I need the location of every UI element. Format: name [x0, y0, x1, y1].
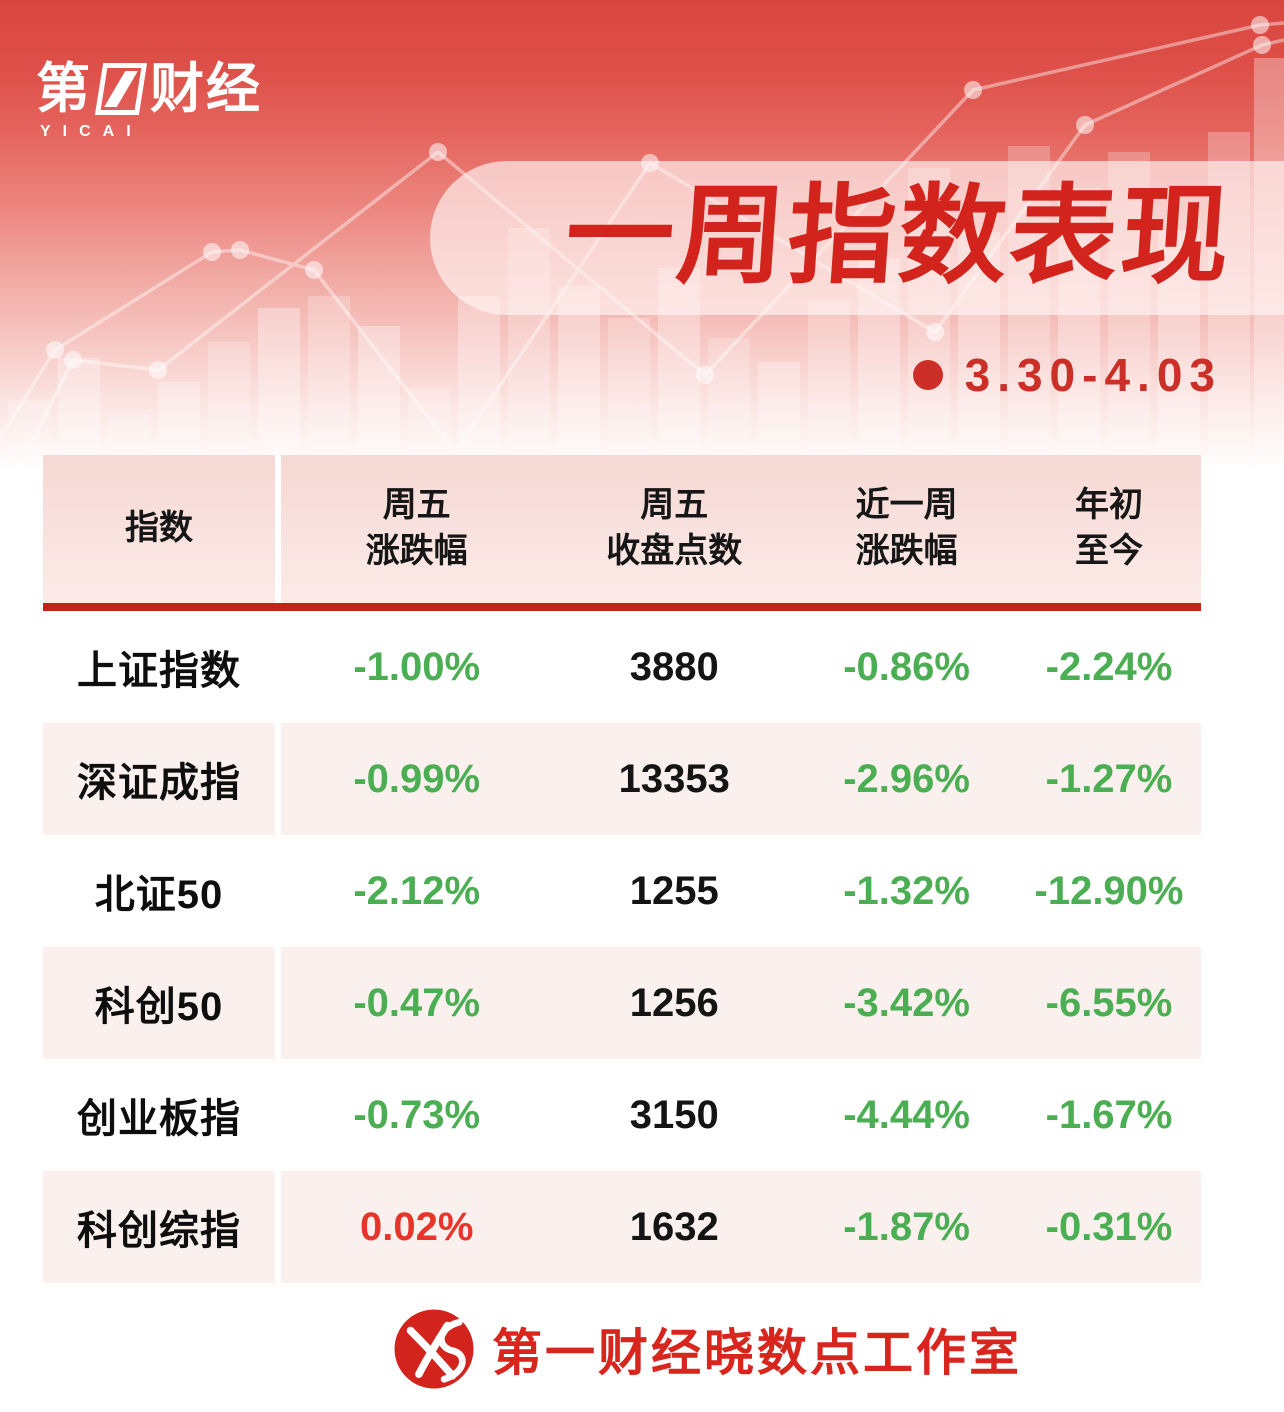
index-name: 创业板指	[77, 1097, 241, 1141]
studio-logo-icon	[394, 1309, 474, 1389]
column-header-0: 指数	[43, 455, 275, 603]
studio-name: 第一财经晓数点工作室	[492, 1325, 1022, 1381]
column-header-4: 年初 至今	[1017, 455, 1201, 603]
index-name: 上证指数	[77, 649, 241, 693]
value-cell: -3.42%	[796, 947, 1017, 1059]
index-table: 指数 周五 涨跌幅 周五 收盘点数 近一周 涨跌幅 年初 至今 上证指数 -1.00% 38…	[43, 455, 1201, 1283]
value-cell: 0.02%	[281, 1171, 553, 1283]
page-title: 一周指数表现	[561, 175, 1237, 296]
table-row: 上证指数 -1.00% 3880 -0.86% -2.24%	[43, 611, 1201, 723]
table-body: 上证指数 -1.00% 3880 -0.86% -2.24% 深证成指 -0.99% 1335…	[43, 611, 1201, 1283]
value-cell: 13353	[552, 723, 797, 835]
index-name: 北证50	[94, 873, 224, 917]
brand-subtext: YICAI	[40, 123, 143, 140]
value-cell: -2.12%	[353, 868, 481, 913]
title-capsule	[430, 161, 1284, 315]
value-cell: -1.00%	[353, 644, 481, 689]
value-cell: -1.27%	[1017, 723, 1201, 835]
decor-trend-dots	[46, 16, 1271, 384]
value-cell: -2.96%	[796, 723, 1017, 835]
table-row: 科创50 -0.47% 1256 -3.42% -6.55%	[43, 947, 1201, 1059]
brand-one-icon	[94, 63, 148, 115]
value-cell: -4.44%	[843, 1092, 970, 1137]
brand-char-rest: 财经	[150, 59, 262, 119]
value-cell: -6.55%	[1017, 947, 1201, 1059]
header-divider	[43, 603, 1201, 611]
value-cell: -0.73%	[353, 1092, 481, 1137]
value-cell: 1256	[552, 947, 797, 1059]
value-cell: -1.32%	[843, 868, 970, 913]
hero-background: 第 财经 YICAI 一周指数表现 3.30-4.03	[0, 0, 1284, 470]
value-cell: 1255	[629, 868, 719, 913]
value-cell: -0.99%	[281, 723, 553, 835]
index-name: 深证成指	[43, 723, 275, 835]
row-column-gap	[275, 1171, 281, 1283]
value-cell: -2.24%	[1045, 644, 1173, 689]
bullet-icon	[912, 360, 943, 390]
header-column-gap	[275, 455, 281, 603]
value-cell: -1.67%	[1045, 1092, 1173, 1137]
column-header-2: 周五 收盘点数	[552, 455, 797, 603]
value-cell: 3150	[629, 1092, 719, 1137]
date-range: 3.30-4.03	[912, 348, 1222, 402]
brand-logo: 第 财经 YICAI	[36, 62, 262, 141]
value-cell: -0.86%	[843, 644, 970, 689]
value-cell: -12.90%	[1034, 868, 1184, 913]
table-header-row: 指数 周五 涨跌幅 周五 收盘点数 近一周 涨跌幅 年初 至今	[43, 455, 1201, 603]
value-cell: -1.87%	[796, 1171, 1017, 1283]
date-range-text: 3.30-4.03	[964, 349, 1222, 401]
table-row: 科创综指 0.02% 1632 -1.87% -0.31%	[43, 1171, 1201, 1283]
value-cell: -0.31%	[1017, 1171, 1201, 1283]
row-column-gap	[275, 611, 281, 723]
value-cell: 3880	[629, 644, 719, 689]
column-header-1: 周五 涨跌幅	[281, 455, 553, 603]
row-column-gap	[275, 947, 281, 1059]
row-column-gap	[275, 835, 281, 947]
column-header-3: 近一周 涨跌幅	[796, 455, 1017, 603]
table-row: 北证50 -2.12% 1255 -1.32% -12.90%	[43, 835, 1201, 947]
value-cell: 1632	[552, 1171, 797, 1283]
footer: 第一财经晓数点工作室	[0, 1303, 1284, 1395]
table-row: 深证成指 -0.99% 13353 -2.96% -1.27%	[43, 723, 1201, 835]
index-name: 科创综指	[43, 1171, 275, 1283]
value-cell: -0.47%	[281, 947, 553, 1059]
index-name: 科创50	[43, 947, 275, 1059]
brand-logo-row: 第 财经	[36, 62, 262, 116]
row-column-gap	[275, 1059, 281, 1171]
row-column-gap	[275, 723, 281, 835]
brand-char-first: 第	[36, 59, 92, 119]
table-row: 创业板指 -0.73% 3150 -4.44% -1.67%	[43, 1059, 1201, 1171]
